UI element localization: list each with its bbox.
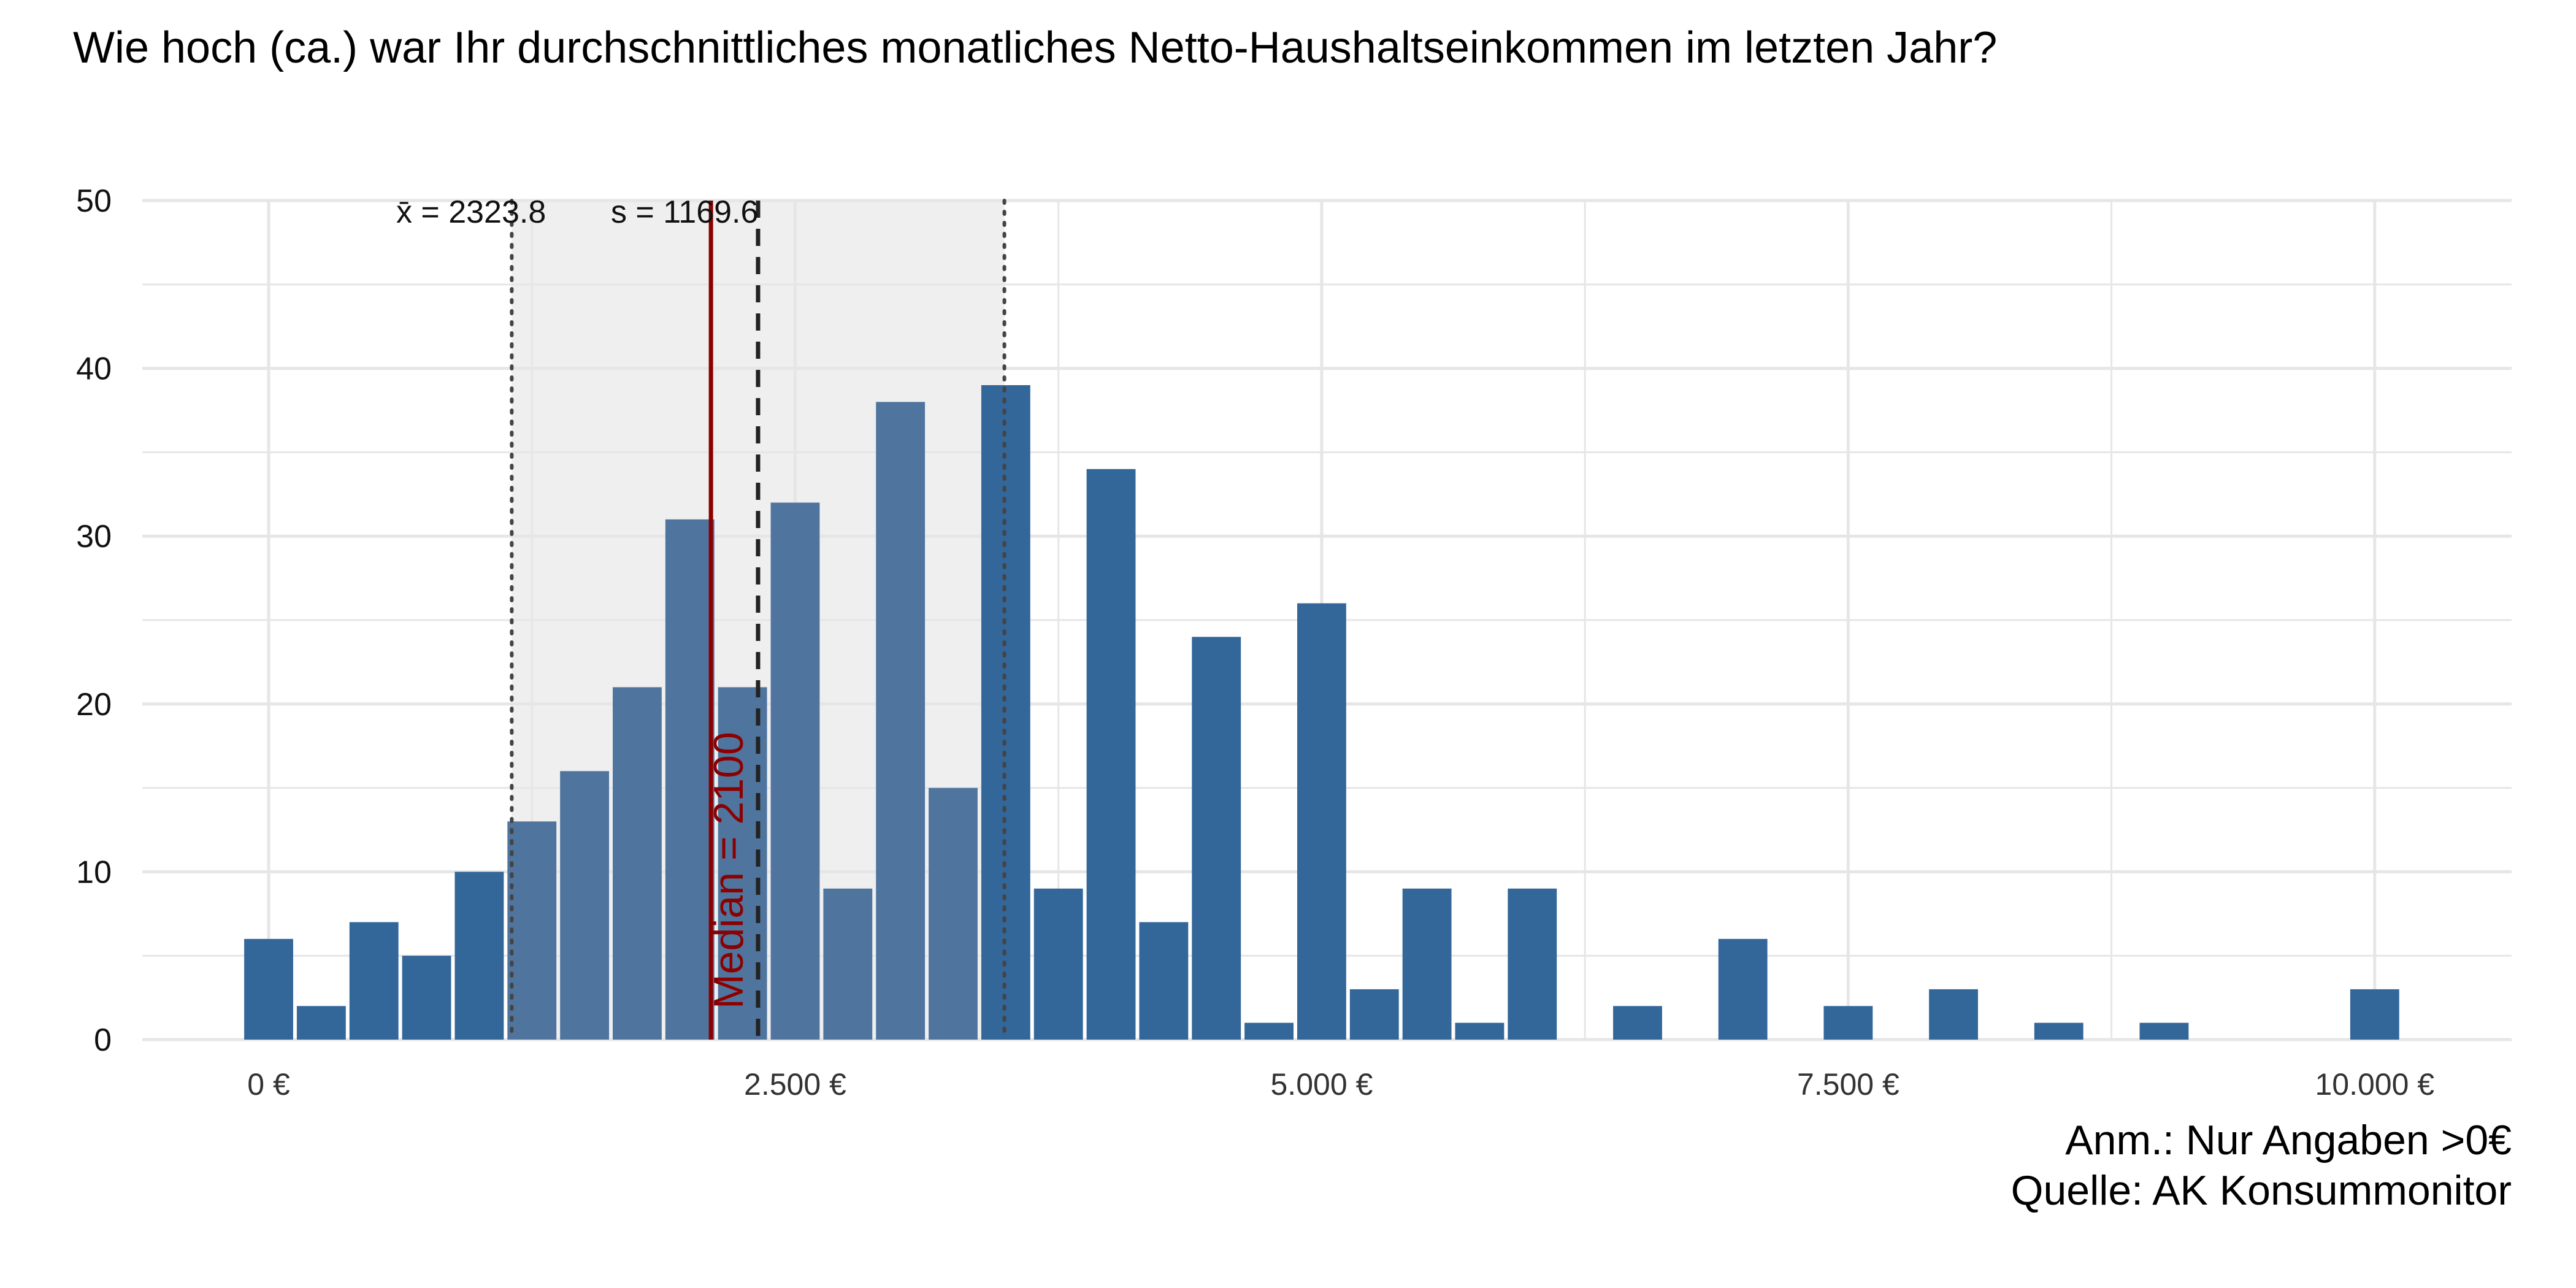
- histogram-bar: [665, 519, 715, 1040]
- histogram-bar: [1349, 989, 1399, 1040]
- histogram-bar: [770, 502, 820, 1040]
- histogram-bar: [454, 872, 504, 1040]
- histogram-bar: [1402, 888, 1452, 1040]
- histogram-bar: [876, 402, 926, 1040]
- histogram-bar: [1297, 603, 1346, 1040]
- sd-label: s = 1169.6: [611, 194, 758, 230]
- histogram-bar: [1192, 637, 1241, 1040]
- histogram-bar: [507, 821, 557, 1040]
- histogram-bar: [2350, 989, 2399, 1040]
- reference-lines-layer: [510, 199, 1006, 1041]
- x-tick-label: 5.000 €: [1271, 1067, 1373, 1102]
- histogram-bar: [1823, 1006, 1873, 1040]
- x-tick-label: 2.500 €: [744, 1067, 846, 1102]
- histogram-bar: [1929, 989, 1978, 1040]
- y-tick-label: 10: [76, 854, 112, 890]
- histogram-bar: [2139, 1022, 2189, 1040]
- caption-note: Anm.: Nur Angaben >0€: [2065, 1117, 2512, 1163]
- histogram-bar: [1508, 888, 1557, 1040]
- histogram-bar: [349, 922, 399, 1040]
- y-axis: 0 10 20 30 40 50: [76, 183, 112, 1058]
- histogram-bar: [560, 771, 610, 1040]
- chart-title: Wie hoch (ca.) war Ihr durchschnittliche…: [73, 23, 1998, 72]
- histogram-bar: [1086, 469, 1136, 1040]
- y-tick-label: 30: [76, 519, 112, 554]
- y-tick-label: 40: [76, 351, 112, 387]
- histogram-bar: [402, 956, 451, 1040]
- histogram-bar: [823, 888, 873, 1040]
- median-label: Median = 2100: [705, 732, 752, 1009]
- histogram-bar: [2034, 1022, 2083, 1040]
- caption-source: Quelle: AK Konsummonitor: [2011, 1167, 2512, 1214]
- histogram-bar: [1244, 1022, 1294, 1040]
- histogram-bar: [296, 1006, 346, 1040]
- histogram-bar: [1139, 922, 1189, 1040]
- histogram-bar: [1613, 1006, 1662, 1040]
- mean-label: x̄ = 2323.8: [396, 194, 546, 230]
- bars-layer: [244, 385, 2399, 1040]
- y-tick-label: 50: [76, 183, 112, 219]
- x-tick-label: 10.000 €: [2315, 1067, 2434, 1102]
- histogram-bar: [1455, 1022, 1505, 1040]
- x-axis: 0 € 2.500 € 5.000 € 7.500 € 10.000 €: [247, 1067, 2434, 1102]
- annotation-layer: x̄ = 2323.8 s = 1169.6 Median = 2100: [396, 194, 758, 1009]
- histogram-bar: [244, 938, 293, 1040]
- y-tick-label: 20: [76, 687, 112, 723]
- y-tick-label: 0: [94, 1022, 112, 1058]
- x-tick-label: 0 €: [247, 1067, 290, 1102]
- x-tick-label: 7.500 €: [1797, 1067, 1899, 1102]
- grid-layer: [142, 199, 2512, 1041]
- histogram-bar: [1033, 888, 1083, 1040]
- histogram-bar: [613, 687, 662, 1040]
- caption: Anm.: Nur Angaben >0€ Quelle: AK Konsumm…: [2011, 1115, 2512, 1216]
- histogram-bar: [1718, 938, 1768, 1040]
- histogram-bar: [929, 788, 978, 1040]
